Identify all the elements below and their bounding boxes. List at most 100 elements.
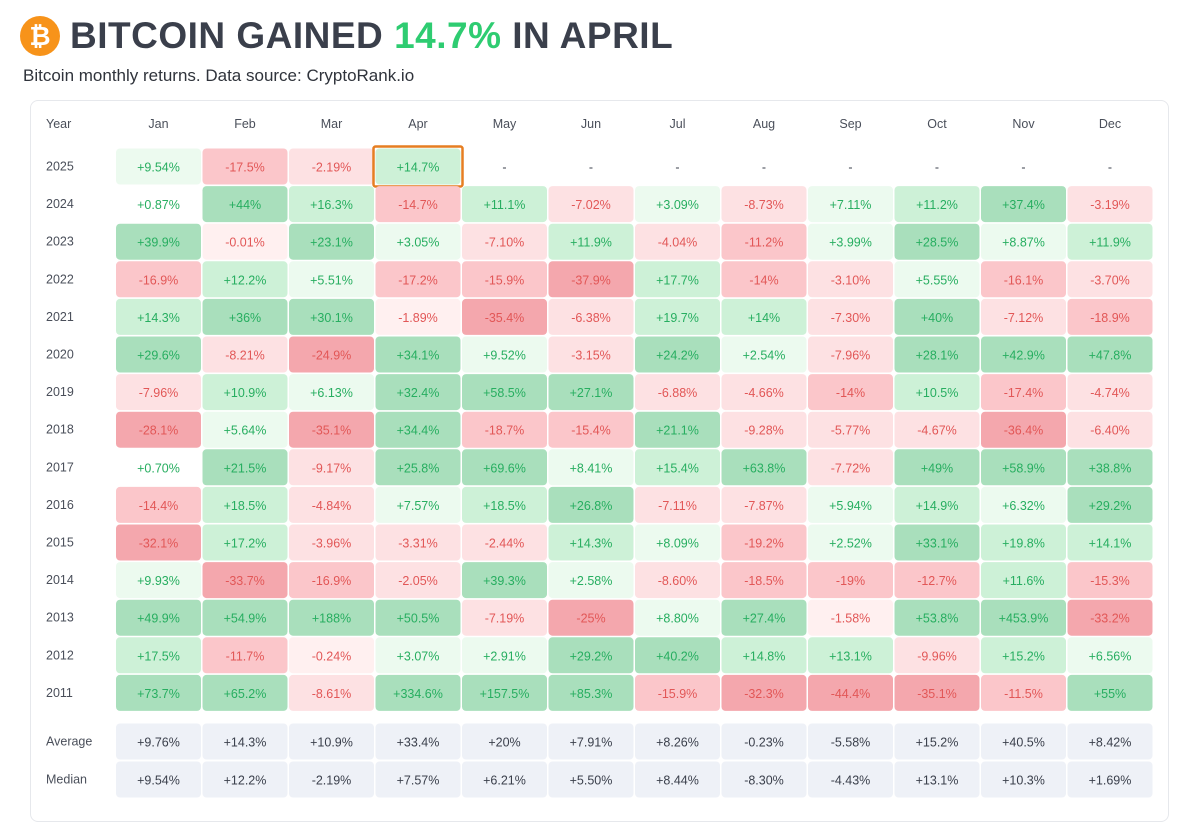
cell-value: -14.4% [139,499,179,513]
heatmap-cell: +5.64% [202,411,288,448]
year-label: 2016 [46,498,74,512]
cell-background [1067,449,1153,486]
cell-background [548,562,634,599]
cell-background [462,562,547,599]
summary-cell: +20% [462,723,547,760]
heatmap-cell: +28.5% [894,223,980,260]
heatmap-cell: -37.9% [548,261,634,298]
cell-background [635,411,720,448]
year-label: 2023 [46,235,74,249]
heatmap-cell: +157.5% [462,674,547,711]
cell-value: +5.64% [224,424,267,438]
cell-background [981,637,1066,674]
cell-background [808,449,893,486]
cell-background [375,186,461,223]
heatmap-cell: -16.1% [981,261,1066,298]
summary-value: -0.23% [744,736,784,750]
cell-value: -7.96% [139,386,179,400]
summary-label-median: Median [46,773,87,787]
cell-value: - [762,161,766,175]
cell-value: +3.99% [829,236,872,250]
cell-background [981,261,1066,298]
cell-value: +58.9% [1002,461,1045,475]
cell-background [462,411,547,448]
cell-value: -4.74% [1090,386,1130,400]
cell-value: +11.1% [484,198,526,212]
cell-background [894,674,980,711]
cell-background [202,298,288,335]
cell-value: +10.5% [916,386,959,400]
year-label: 2025 [46,160,74,174]
cell-background [462,298,547,335]
heatmap-cell: -11.2% [721,223,807,260]
cell-value: +8.80% [656,612,699,626]
cell-value: +29.2% [570,649,613,663]
month-header-mar: Mar [321,117,343,131]
heatmap-cell: +17.2% [202,524,288,561]
year-label: 2015 [46,536,74,550]
month-header-feb: Feb [234,117,256,131]
heatmap-cell: +30.1% [289,298,374,335]
month-header-sep: Sep [839,117,861,131]
cell-value: +50.5% [397,612,440,626]
cell-background [202,186,288,223]
cell-background [1067,298,1153,335]
cell-background [375,223,461,260]
heatmap-cell: -14.4% [116,486,201,523]
heatmap-cell: -8.21% [202,336,288,373]
heatmap-cell: +2.58% [548,562,634,599]
heatmap-cell: +2.54% [721,336,807,373]
cell-background [548,374,634,411]
cell-background [548,637,634,674]
heatmap-cell: +25.8% [375,449,461,486]
cell-background [808,186,893,223]
cell-value: +10.9% [224,386,267,400]
cell-value: +3.07% [397,649,440,663]
cell-value: +18.5% [224,499,267,513]
cell-value: +25.8% [397,461,440,475]
cell-background [635,524,720,561]
cell-value: +15.2% [1002,649,1045,663]
cell-value: +11.6% [1003,574,1045,588]
heatmap-cell: +40.2% [635,637,720,674]
cell-value: +157.5% [480,687,530,701]
subtitle: Bitcoin monthly returns. Data source: Cr… [23,66,415,85]
heatmap-cell: -7.30% [808,298,893,335]
cell-background [894,637,980,674]
cell-value: +14.7% [397,161,440,175]
heatmap-cell: +40% [894,298,980,335]
summary-cell-background [548,761,634,798]
heatmap-cell: +17.7% [635,261,720,298]
heatmap-cell: +27.1% [548,374,634,411]
cell-background [981,674,1066,711]
cell-value: +39.9% [137,236,180,250]
heatmap-cell: -15.9% [462,261,547,298]
heatmap-cell: +44% [202,186,288,223]
cell-value: -32.3% [744,687,784,701]
heatmap-cell: -44.4% [808,674,893,711]
cell-background [116,674,201,711]
heatmap-cell: -3.96% [289,524,374,561]
cell-value: +16.3% [310,198,353,212]
month-header-nov: Nov [1012,117,1035,131]
heatmap-cell: +27.4% [721,599,807,636]
heatmap-cell: +18.5% [202,486,288,523]
heatmap-cell: -15.4% [548,411,634,448]
year-label: 2024 [46,197,74,211]
cell-value: -4.66% [744,386,784,400]
cell-value: - [502,161,506,175]
summary-cell: -8.30% [721,761,807,798]
cell-value: +334.6% [393,687,443,701]
summary-value: +5.50% [570,774,613,788]
cell-value: +7.11% [830,198,872,212]
cell-background [375,261,461,298]
cell-value: +47.8% [1089,349,1132,363]
cell-value: -4.67% [917,424,957,438]
heatmap-cell: +53.8% [894,599,980,636]
heatmap-cell: +21.1% [635,411,720,448]
heatmap-cell: +29.6% [116,336,201,373]
summary-value: +14.3% [224,736,267,750]
summary-cell: +33.4% [375,723,461,760]
heatmap-cell: - [502,161,506,175]
summary-cell-background [721,761,807,798]
